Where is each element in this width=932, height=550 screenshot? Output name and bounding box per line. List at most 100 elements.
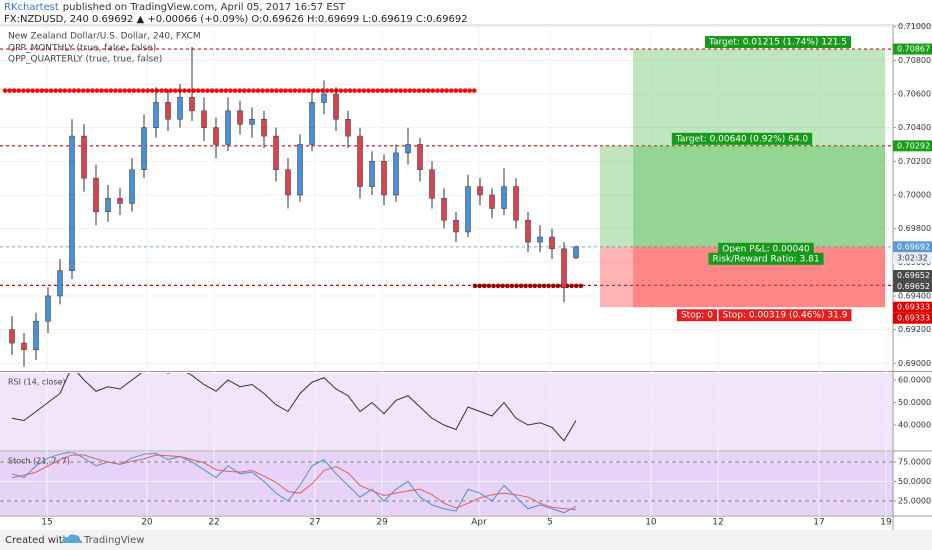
candle-body [81, 135, 87, 179]
indicator-band [0, 452, 893, 515]
y-tick-label: 0.69800 [898, 224, 931, 233]
indicator-label: QPP_QUARTERLY (true, true, false) [8, 55, 162, 65]
y-tick-label: 0.70000 [898, 190, 931, 199]
candle-body [333, 93, 339, 120]
candle-body [405, 144, 411, 154]
footer-bar [0, 530, 932, 550]
candle-body [237, 110, 243, 125]
countdown: 3:02:32 [897, 253, 928, 262]
symbol-line: FX:NZDUSD, 240 0.69692 ▲ +0.00066 (+0.09… [4, 14, 468, 25]
pnl-label-box [718, 242, 814, 255]
candle-body [429, 169, 435, 199]
footer-created: Created with [5, 535, 69, 546]
x-tick-label: 19 [880, 518, 892, 528]
price-label: 0.69692 [897, 242, 930, 251]
price-label: 0.69652 [897, 282, 930, 291]
candle-body [465, 186, 471, 233]
rr-label-box [708, 252, 824, 265]
x-tick-label: 5 [547, 518, 553, 528]
x-tick-label: 12 [712, 518, 723, 528]
y-tick-label: 50.0000 [898, 477, 931, 486]
candle-body [9, 329, 15, 344]
candle-body [321, 93, 327, 103]
candle-body [201, 110, 207, 128]
candle-body [489, 194, 495, 209]
indicator-line [11, 454, 577, 511]
y-tick-label: 25.0000 [898, 496, 931, 505]
price-label: 0.69333 [897, 303, 930, 312]
price-label-box [893, 270, 932, 282]
y-tick-label: 0.69000 [898, 359, 931, 368]
target-label: Target: 0.01215 (1.74%) 121.5 [708, 38, 847, 48]
plot-layer: 15 20 22 27 29 Apr 5 10 12 17 19 0.69000 0.69200 0.69… [0, 22, 932, 530]
candle-body [369, 161, 375, 187]
x-tick-label: Apr [471, 518, 487, 528]
candle-body [129, 169, 135, 204]
x-tick-label: 10 [645, 518, 657, 528]
target-zone [633, 49, 885, 247]
price-label: 0.69333 [897, 314, 930, 323]
candle-body [261, 118, 267, 137]
candle-body [393, 152, 399, 196]
footer-brand: TradingView [83, 535, 144, 546]
price-label-box [893, 301, 932, 313]
candle-body [441, 198, 447, 221]
candle-body [297, 144, 303, 196]
published: published on TradingView.com, April 05, … [63, 2, 346, 13]
y-tick-label: 0.70400 [898, 123, 931, 132]
candle-body [309, 102, 315, 145]
indicator [0, 452, 893, 514]
pnl-label: Open P&L: 0.00040 [722, 244, 810, 254]
indicator-label: QPP_MONTHLY (true, false, false) [8, 44, 156, 54]
candle-body [537, 236, 543, 243]
chart-title: New Zealand Dollar/U.S. Dollar, 240, FXC… [8, 32, 201, 42]
candle-body [225, 110, 231, 145]
x-tick-label: 29 [376, 518, 388, 528]
author: RKchartest [4, 2, 59, 13]
x-tick-label: 20 [141, 518, 153, 528]
candle-body [33, 320, 39, 351]
brand-icon [62, 534, 83, 543]
candle-body [177, 97, 183, 120]
candle-body [357, 135, 363, 187]
price-label-box [893, 241, 932, 253]
y-tick-label: 0.70600 [898, 90, 931, 99]
candle-body [213, 127, 219, 145]
price-label: 0.70292 [897, 141, 930, 150]
candles [0, 46, 893, 367]
candle-body [501, 186, 507, 209]
candle-body [249, 118, 255, 125]
candle-body [165, 102, 171, 120]
candle-body [381, 161, 387, 196]
y-tick-label: 0.70200 [898, 157, 931, 166]
price-label-box [893, 140, 932, 152]
candle-body [153, 102, 159, 128]
candle-body [93, 177, 99, 213]
y-tick-label: 50.0000 [898, 398, 931, 407]
candle-body [417, 144, 423, 170]
y-tick-label: 0.69200 [898, 325, 931, 334]
indicator-title: Stoch (21, 7, 7) [8, 457, 70, 466]
candle-body [21, 342, 27, 351]
candle-body [69, 135, 75, 271]
countdown-box [893, 252, 932, 264]
stop-label-box [676, 309, 718, 322]
y-tick-label: 75.0000 [898, 457, 931, 466]
price-label: 0.69652 [897, 271, 930, 280]
candle-body [105, 198, 111, 213]
stop-label-box [718, 309, 852, 322]
y-tick-label: 0.71000 [898, 22, 931, 31]
indicator [11, 373, 577, 442]
y-tick-label: 0.69400 [898, 291, 931, 300]
price-label-box [893, 312, 932, 324]
x-tick-label: 15 [41, 518, 52, 528]
price-label-box [893, 281, 932, 293]
candle-body [477, 186, 483, 196]
price-label: 0.70867 [897, 45, 930, 54]
candle-body [513, 186, 519, 221]
candle-body [549, 236, 555, 250]
price-label-box [893, 43, 932, 55]
x-tick-label: 22 [208, 518, 219, 528]
target-label: Target: 0.00640 (0.92%) 64.0 [675, 134, 809, 144]
